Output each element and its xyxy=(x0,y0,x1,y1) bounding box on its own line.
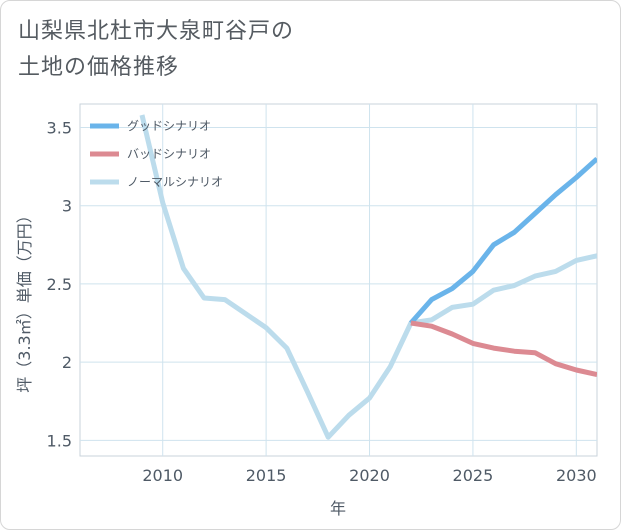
y-axis-title: 坪（3.3㎡）単価（万円） xyxy=(15,207,34,392)
y-tick-label: 1.5 xyxy=(47,431,72,450)
legend-label: ノーマルシナリオ xyxy=(127,175,223,189)
chart-title-line2: 土地の価格推移 xyxy=(18,55,180,80)
y-tick-label: 2.5 xyxy=(47,275,72,294)
axis-ticks: 2010 2015 2020 2025 2030 1.5 2 2.5 3 3.5 xyxy=(47,118,597,485)
series-line-0 xyxy=(409,156,597,325)
y-tick-label: 2 xyxy=(62,353,72,372)
x-tick-label: 2025 xyxy=(453,466,494,485)
x-tick-label: 2030 xyxy=(556,466,597,485)
x-tick-label: 2010 xyxy=(142,466,183,485)
y-tick-label: 3 xyxy=(62,197,72,216)
series-line-2 xyxy=(139,114,597,440)
series-lines xyxy=(139,114,597,440)
series-line-1 xyxy=(410,320,597,378)
x-axis-title: 年 xyxy=(330,499,346,518)
chart-title: 山梨県北杜市大泉町谷戸の 土地の価格推移 xyxy=(18,14,294,86)
y-tick-label: 3.5 xyxy=(47,118,72,137)
legend-label: バッドシナリオ xyxy=(127,147,211,161)
legend-label: グッドシナリオ xyxy=(127,119,211,133)
x-tick-label: 2020 xyxy=(349,466,390,485)
chart-title-line1: 山梨県北杜市大泉町谷戸の xyxy=(18,19,295,44)
plot-area xyxy=(79,103,598,457)
x-tick-label: 2015 xyxy=(246,466,287,485)
